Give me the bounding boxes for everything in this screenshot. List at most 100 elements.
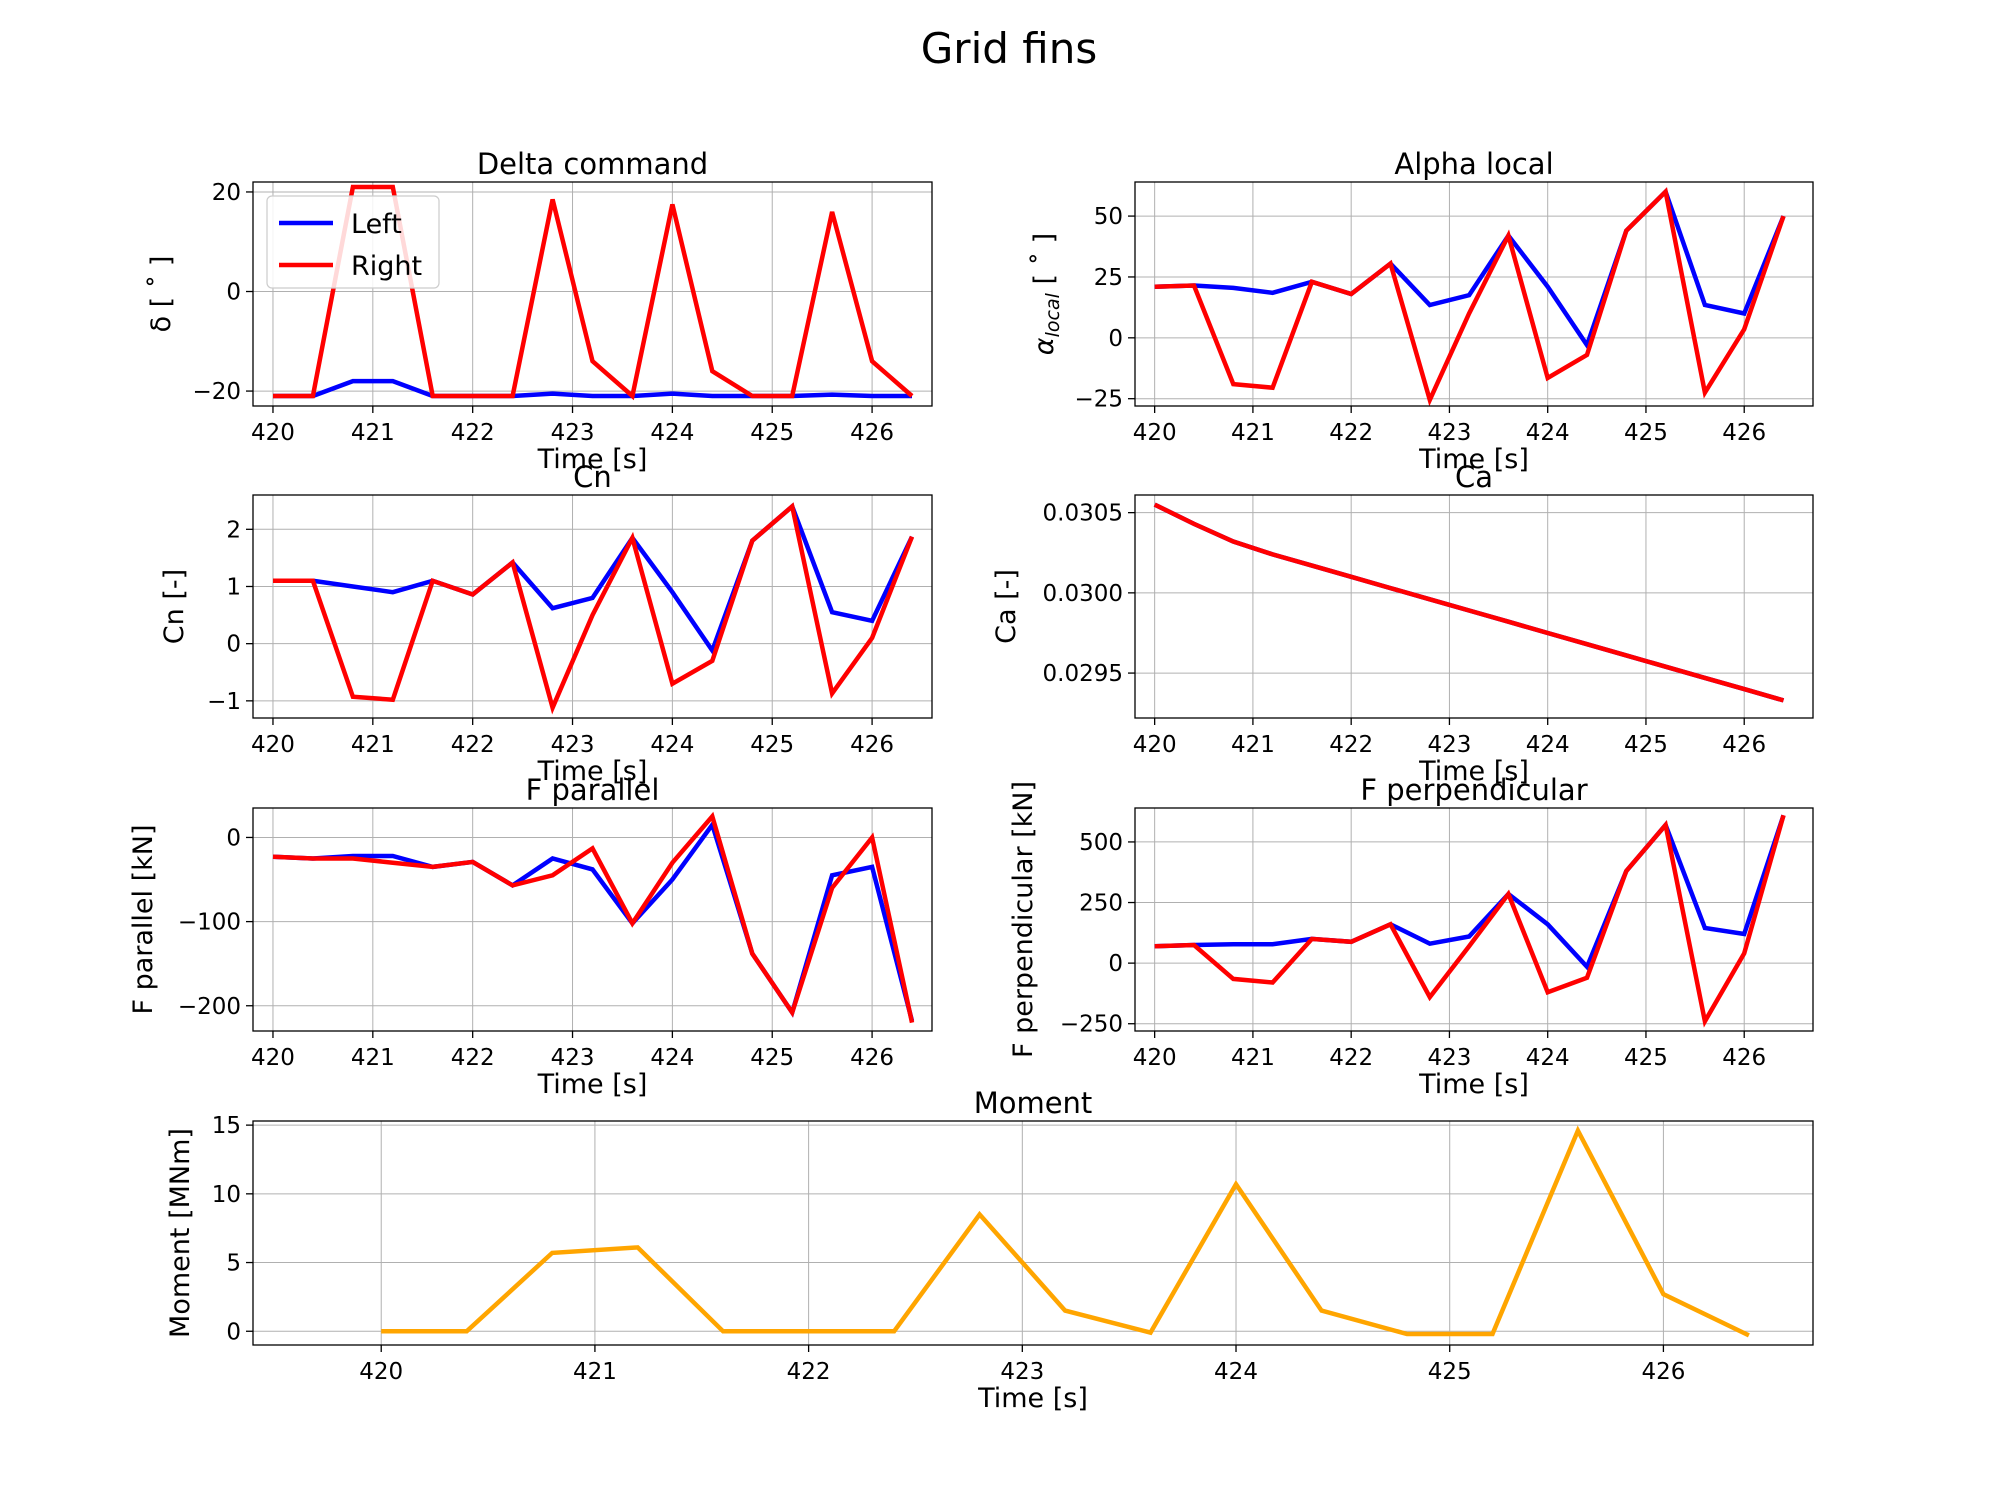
subplot-title: Moment [974,1086,1093,1120]
axes-frame [1134,181,1814,407]
x-tick-label: 421 [351,732,395,758]
x-tick-label: 424 [650,732,694,758]
y-tick-label: −250 [1060,1012,1123,1038]
series-line-1 [272,811,915,1024]
series-line-1 [1153,502,1785,703]
y-tick-label: 2 [226,517,241,543]
x-tick-label: 421 [1231,732,1275,758]
x-tick-label: 421 [1231,420,1275,446]
subplot-title: Delta command [477,147,708,181]
x-tick-label: 420 [251,420,295,446]
x-axis-label: Time [s] [1418,756,1529,787]
series-line-1 [1154,187,1786,407]
x-tick-label: 426 [1722,1045,1766,1071]
subplot-2: 420 421 422 423 424 425 426 −1 0 1 2 Cn Time [s] Cn [… [159,460,933,787]
subplot-1: 420 421 422 423 424 425 426 −25 0 25 50 Alpha local… [1029,147,1814,475]
y-axis-label: F parallel [kN] [128,824,159,1014]
axes-frame [252,494,933,719]
x-tick-label: 424 [1526,732,1570,758]
x-axis-label: Time [s] [537,1069,648,1100]
y-tick-label: −1 [207,689,241,715]
series-line-0 [381,1125,1750,1338]
x-tick-label: 422 [1329,420,1373,446]
axes-frame [1134,494,1814,719]
series-line-0 [273,378,912,399]
y-tick-label: 0.0305 [1043,501,1123,527]
y-tick-label: 0.0300 [1043,581,1123,607]
subplot-title: F parallel [526,773,660,807]
y-tick-label: −20 [192,379,241,405]
x-tick-label: 424 [650,420,694,446]
x-tick-label: 423 [551,420,595,446]
x-tick-label: 421 [1231,1045,1275,1071]
x-tick-label: 423 [551,1045,595,1071]
x-tick-label: 422 [787,1359,831,1385]
subplot-5: 420 421 422 423 424 425 426 −250 0 250 500 F perpen… [1008,773,1814,1100]
y-tick-label: −25 [1074,387,1123,413]
series-line-0 [273,502,915,656]
series-line-1 [273,502,915,715]
x-tick-label: 420 [1133,420,1177,446]
x-tick-label: 426 [1722,420,1766,446]
x-tick-label: 425 [750,420,794,446]
x-tick-label: 423 [1427,1045,1471,1071]
x-tick-label: 422 [451,420,495,446]
y-axis-label: Moment [MNm] [165,1128,196,1338]
y-tick-label: 250 [1079,891,1123,917]
x-axis-label: Time [s] [537,756,648,787]
y-tick-label: 0.0295 [1043,661,1123,687]
x-tick-label: 425 [1428,1359,1472,1385]
y-axis-label: Cn [-] [159,569,190,644]
axes-frame [252,181,933,407]
series-line-0 [272,819,915,1022]
legend-label: Right [351,251,422,282]
x-tick-label: 421 [351,420,395,446]
x-tick-label: 421 [573,1359,617,1385]
x-tick-label: 422 [1329,1045,1373,1071]
x-tick-label: 420 [359,1359,403,1385]
series-line-0 [1154,187,1786,351]
x-tick-label: 425 [1624,420,1668,446]
y-tick-label: 1 [226,574,241,600]
x-tick-label: 424 [1526,1045,1570,1071]
series-line-0 [1154,814,1786,971]
axes-frame [252,1120,1814,1346]
y-tick-label: 0 [226,280,241,306]
subplot-0: 420 421 422 423 424 425 426 −20 0 20 Delta command… [146,147,933,475]
y-axis-label: δ [ ˚ ] [146,256,177,333]
y-tick-label: 0 [1108,951,1123,977]
x-axis-label: Time [s] [537,444,648,475]
x-tick-label: 425 [1624,1045,1668,1071]
x-tick-label: 425 [750,732,794,758]
x-tick-label: 423 [551,732,595,758]
x-tick-label: 423 [1427,420,1471,446]
y-tick-label: −200 [178,994,241,1020]
y-tick-label: 10 [212,1182,241,1208]
y-axis-label: F perpendicular [kN] [1008,781,1039,1058]
x-tick-label: 422 [1329,732,1373,758]
x-tick-label: 422 [451,732,495,758]
axes-frame [252,807,933,1032]
subplot-title: F perpendicular [1360,773,1587,807]
subplot-6: 420 421 422 423 424 425 426 0 5 10 15 Moment Time [s… [165,1086,1814,1414]
series-line-1 [1154,814,1786,1028]
x-tick-label: 426 [1722,732,1766,758]
subplot-3: 420 421 422 423 424 425 426 0.0295 0.0300 0.0305 C… [991,460,1814,787]
x-tick-label: 423 [1427,732,1471,758]
series-line-0 [1153,502,1785,703]
x-axis-label: Time [s] [977,1383,1088,1414]
x-tick-label: 421 [351,1045,395,1071]
series-line-1 [273,184,914,401]
x-tick-label: 424 [650,1045,694,1071]
x-tick-label: 420 [251,1045,295,1071]
legend-label: Left [351,209,402,240]
y-tick-label: 0 [226,632,241,658]
x-axis-label: Time [s] [1418,444,1529,475]
figure-title: Grid fins [921,24,1097,73]
subplot-title: Ca [1455,460,1493,494]
y-tick-label: 0 [1108,326,1123,352]
x-tick-label: 426 [1641,1359,1685,1385]
x-tick-label: 425 [750,1045,794,1071]
axes-frame [1134,807,1814,1032]
